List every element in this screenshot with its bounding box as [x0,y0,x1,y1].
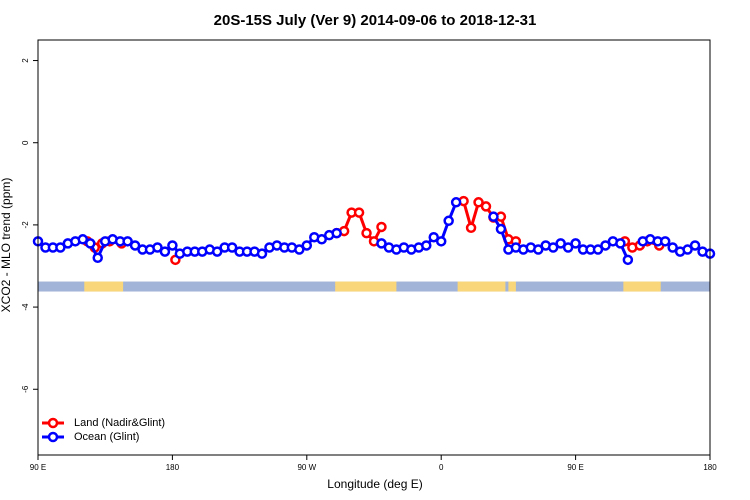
x-tick-label: 90 E [567,463,583,472]
point [667,242,678,253]
chart-title: 20S-15S July (Ver 9) 2014-09-06 to 2018-… [214,12,537,29]
point [473,197,484,208]
point [226,242,238,253]
point [622,254,634,266]
point [152,242,163,253]
point [562,242,574,253]
point [353,207,365,218]
point [495,223,507,235]
point [92,252,103,264]
land-span [623,281,661,292]
point [435,236,447,247]
land-span [335,281,397,292]
point [547,242,559,253]
legend-label: Ocean (Glint) [74,431,139,443]
point [480,201,492,212]
x-tick-label: 90 E [30,463,46,472]
y-tick-label: -2 [21,221,30,229]
point [316,234,327,245]
point [122,236,133,247]
legend-marker [47,417,59,429]
point [682,244,693,255]
x-tick-label: 180 [166,463,180,472]
point [600,240,611,251]
point [361,227,372,239]
point [55,242,66,253]
point [615,238,626,249]
point [256,248,268,259]
point [689,240,701,251]
point [555,238,566,249]
land-span [508,281,516,292]
point [85,238,96,249]
point [659,236,671,247]
point [77,234,89,245]
point [592,244,604,255]
point [421,240,432,251]
point [570,238,581,249]
x-tick-label: 90 W [297,463,316,472]
y-tick-label: 0 [21,140,30,145]
point [294,244,305,255]
point [376,238,387,249]
x-tick-label: 0 [439,463,444,472]
point [443,215,454,227]
point [167,240,178,251]
point [211,246,223,257]
point [376,221,387,233]
y-tick-label: -4 [21,303,30,311]
point [488,211,499,222]
legend-label: Land (Nadir&Glint) [74,417,165,429]
point [301,240,313,251]
point [159,246,171,257]
point [129,240,141,251]
y-tick-label: 2 [21,58,30,63]
x-tick-label: 180 [703,463,717,472]
legend-marker [47,431,59,443]
point [331,227,342,239]
plot-frame [37,39,711,456]
land-span [457,281,506,292]
land-span [84,281,124,292]
point [465,222,477,234]
y-tick-label: -6 [21,385,30,393]
point [450,197,462,208]
x-axis-label: Longitude (deg E) [327,477,422,491]
point [533,244,544,255]
y-axis-label: XCO2 - MLO trend (ppm) [0,178,13,313]
point [428,231,439,243]
